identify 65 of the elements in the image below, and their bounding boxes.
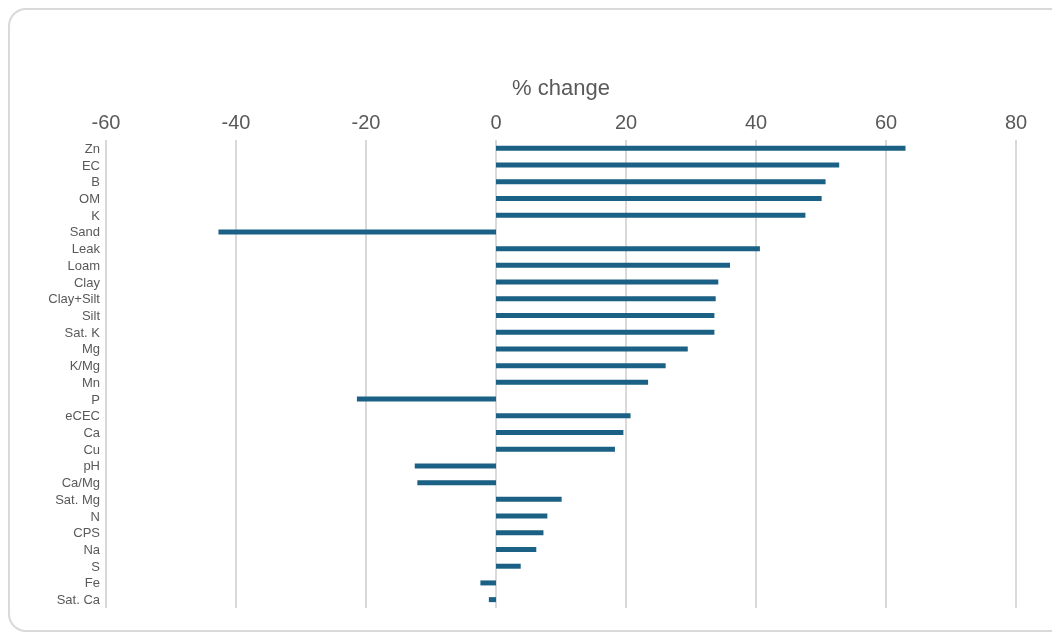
y-tick-label: Ca: [83, 425, 101, 440]
y-tick-label: Leak: [71, 241, 101, 257]
bar: [417, 480, 496, 486]
y-tick-label: K/Mg: [69, 358, 100, 374]
bar: [496, 513, 548, 519]
bar: [496, 279, 719, 285]
bar: [496, 530, 544, 536]
bar: [496, 363, 666, 369]
y-tick-label: Zn: [84, 140, 100, 156]
y-tick-label: Clay: [73, 274, 101, 290]
y-tick-label: pH: [83, 458, 100, 474]
y-tick-label: Sat. K: [64, 324, 101, 340]
bar: [496, 329, 715, 335]
y-tick-label: Mn: [81, 374, 100, 390]
bar: [496, 547, 537, 552]
bar: [496, 379, 649, 385]
x-tick-label: 0: [490, 111, 502, 133]
bar: [480, 580, 496, 586]
x-tick-label: -40: [221, 111, 251, 133]
bar: [496, 313, 715, 318]
x-tick-label: -20: [351, 111, 381, 133]
y-tick-label: N: [90, 508, 100, 524]
bar: [496, 446, 615, 452]
y-tick-label: eCEC: [65, 408, 100, 424]
bar: [496, 262, 730, 268]
y-tick-label: B: [91, 174, 100, 190]
y-tick-label: Sat. Ca: [56, 592, 101, 608]
bar: [496, 413, 631, 419]
y-tick-label: Fe: [84, 575, 100, 591]
bar: [496, 246, 760, 252]
x-axis-title: % change: [512, 74, 610, 100]
bar: [496, 563, 521, 569]
y-tick-label: P: [91, 391, 100, 407]
x-tick-label: -60: [91, 111, 121, 133]
y-tick-label: Sat. Mg: [55, 491, 100, 507]
bar: [496, 346, 688, 352]
x-tick-label: 60: [874, 111, 898, 133]
bar: [496, 296, 716, 302]
bar: [496, 496, 562, 502]
bar: [356, 396, 496, 402]
bar: [496, 179, 826, 185]
y-tick-label: Clay+Silt: [48, 291, 101, 307]
bar: [414, 463, 496, 469]
bar: [496, 196, 822, 201]
y-tick-label: Loam: [67, 257, 100, 273]
y-tick-label: CPS: [73, 525, 101, 541]
y-tick-label: S: [91, 558, 101, 574]
y-tick-label: Ca/Mg: [61, 475, 100, 491]
x-tick-label: 80: [1004, 111, 1028, 133]
y-tick-label: EC: [81, 157, 100, 173]
y-tick-label: Sand: [69, 224, 100, 240]
y-tick-label: K: [91, 207, 101, 223]
y-tick-label: Mg: [81, 341, 100, 357]
x-tick-label: 40: [744, 111, 768, 133]
y-tick-label: Cu: [83, 441, 100, 457]
bar: [496, 162, 840, 168]
y-tick-label: Na: [83, 542, 101, 557]
bar: [496, 430, 624, 435]
bar: [496, 145, 906, 151]
y-tick-label: OM: [79, 191, 100, 206]
bar: [488, 597, 496, 603]
y-tick-label: Silt: [81, 308, 101, 323]
bar: [218, 229, 496, 235]
bar: [496, 212, 806, 218]
x-tick-label: 20: [614, 111, 638, 133]
